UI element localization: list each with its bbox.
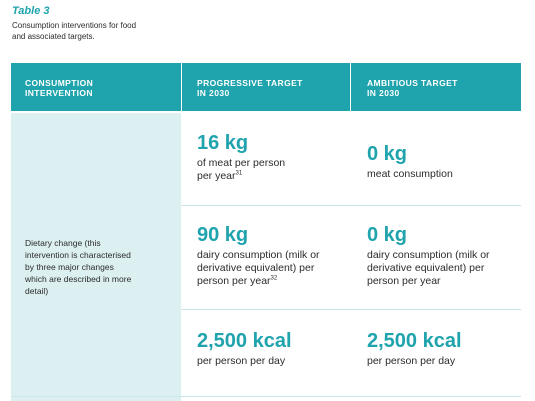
description-line: derivative equivalent) per	[367, 262, 485, 274]
table-row-meat-progressive: 16 kg of meat per person per year31	[197, 132, 347, 183]
footnote-ref: 32	[270, 275, 278, 282]
row-divider	[11, 396, 521, 397]
table-row-calories-progressive: 2,500 kcal per person per day	[197, 330, 347, 368]
table-row-dairy-ambitious: 0 kg dairy consumption (milk or derivati…	[367, 224, 517, 288]
intervention-line: intervention is characterised	[25, 250, 131, 260]
description-line: person per year	[367, 275, 441, 287]
table-description-line: and associated targets.	[12, 32, 95, 41]
header-progressive-target: PROGRESSIVE TARGET IN 2030	[197, 63, 347, 111]
header-line: IN 2030	[197, 88, 230, 98]
row-divider	[181, 309, 521, 310]
target-value: 90 kg	[197, 224, 249, 246]
description-line: dairy consumption (milk or	[367, 249, 490, 261]
intervention-line: which are described in more	[25, 274, 132, 284]
description-line: dairy consumption (milk or	[197, 249, 320, 261]
target-value: 16 kg	[197, 132, 249, 154]
description-line: meat consumption	[367, 168, 453, 180]
table-label: Table 3	[12, 5, 50, 17]
description-line: derivative equivalent) per	[197, 262, 315, 274]
column-divider	[181, 63, 182, 401]
table-row-calories-ambitious: 2,500 kcal per person per day	[367, 330, 517, 368]
header-ambitious-target: AMBITIOUS TARGET IN 2030	[367, 63, 517, 111]
footnote-ref: 31	[235, 170, 243, 177]
intervention-text: Dietary change (this intervention is cha…	[25, 237, 175, 297]
header-line: INTERVENTION	[25, 88, 93, 98]
description-text: person per year	[197, 275, 271, 287]
intervention-cell	[11, 113, 181, 401]
target-description: meat consumption	[367, 168, 517, 181]
table-header: CONSUMPTION INTERVENTION PROGRESSIVE TAR…	[11, 63, 521, 111]
header-line: CONSUMPTION	[25, 78, 94, 88]
intervention-line: by three major changes	[25, 262, 114, 272]
header-line: AMBITIOUS TARGET	[367, 78, 458, 88]
description-line: per person per day	[367, 355, 456, 367]
description-line: per person per day	[197, 355, 286, 367]
intervention-line: Dietary change (this	[25, 238, 101, 248]
intervention-line: detail)	[25, 286, 49, 296]
targets-table: CONSUMPTION INTERVENTION PROGRESSIVE TAR…	[11, 63, 521, 401]
table-description: Consumption interventions for food and a…	[12, 20, 212, 42]
target-description: per person per day	[367, 355, 517, 368]
target-value: 0 kg	[367, 143, 408, 165]
description-line: person per year32	[197, 275, 347, 288]
column-divider	[350, 63, 351, 401]
table-caption: Table 3 Consumption interventions for fo…	[12, 5, 212, 42]
target-value: 0 kg	[367, 224, 408, 246]
table-description-line: Consumption interventions for food	[12, 21, 137, 30]
header-consumption-intervention: CONSUMPTION INTERVENTION	[25, 63, 175, 111]
target-description: dairy consumption (milk or derivative eq…	[367, 249, 517, 288]
table-row-dairy-progressive: 90 kg dairy consumption (milk or derivat…	[197, 224, 347, 288]
description-line: of meat per person	[197, 157, 286, 169]
target-description: dairy consumption (milk or derivative eq…	[197, 249, 347, 288]
target-value: 2,500 kcal	[367, 330, 462, 352]
target-value: 2,500 kcal	[197, 330, 292, 352]
description-line: per year31	[197, 170, 347, 183]
table-row-meat-ambitious: 0 kg meat consumption	[367, 143, 517, 181]
description-text: per year	[197, 170, 236, 182]
header-line: PROGRESSIVE TARGET	[197, 78, 303, 88]
target-description: per person per day	[197, 355, 347, 368]
header-line: IN 2030	[367, 88, 400, 98]
target-description: of meat per person per year31	[197, 157, 347, 183]
row-divider	[181, 205, 521, 206]
